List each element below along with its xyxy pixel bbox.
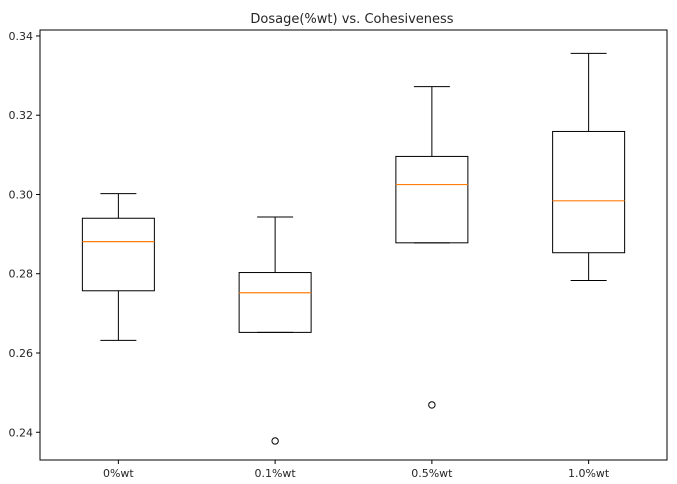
- iqr-box: [552, 130, 626, 254]
- x-tick-label: 1.0%wt: [568, 467, 610, 480]
- iqr-box: [238, 272, 312, 333]
- y-tick-label: 0.30: [9, 188, 34, 201]
- y-tick-label: 0.28: [9, 268, 34, 281]
- plot-frame: [39, 29, 668, 461]
- x-tick-label: 0.1%wt: [254, 467, 296, 480]
- y-tick-label: 0.34: [9, 30, 34, 43]
- outlier-point: [271, 437, 279, 445]
- x-tick-label: 0.5%wt: [411, 467, 453, 480]
- iqr-box: [395, 155, 469, 244]
- y-tick-label: 0.32: [9, 109, 34, 122]
- outlier-point: [428, 401, 436, 409]
- y-tick-label: 0.24: [9, 426, 34, 439]
- chart-title: Dosage(%wt) vs. Cohesiveness: [250, 12, 453, 27]
- plot-area: 0.24 0.26 0.28 0.30 0.32 0.34 0%wt 0.1%wt 0.5%wt…: [9, 29, 668, 480]
- iqr-box: [81, 217, 155, 292]
- x-tick-label: 0%wt: [103, 467, 134, 480]
- y-tick-label: 0.26: [9, 347, 34, 360]
